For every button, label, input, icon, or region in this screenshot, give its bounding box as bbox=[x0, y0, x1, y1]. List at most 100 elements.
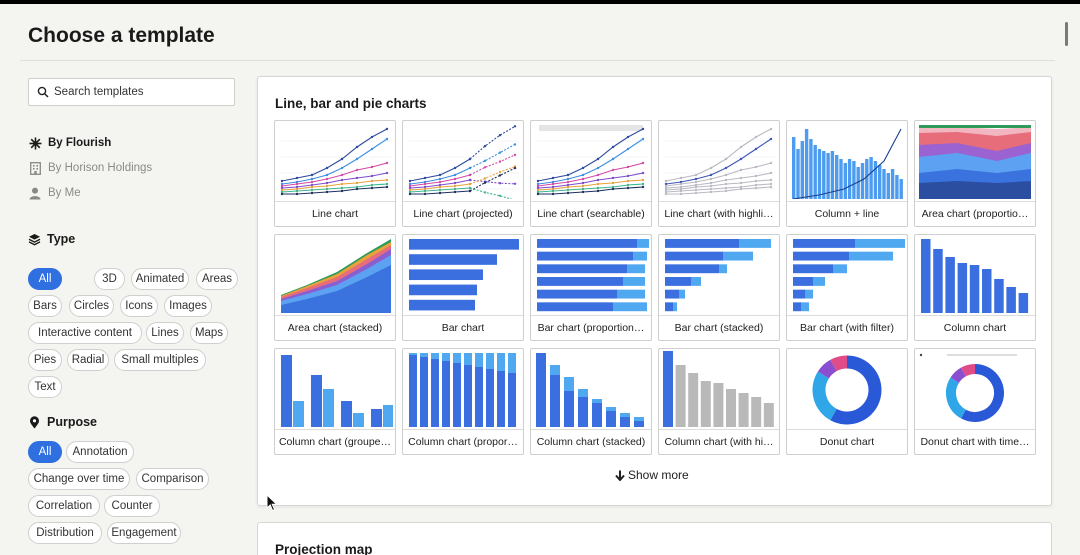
template-thumbnail bbox=[793, 239, 905, 312]
type-pill-animated[interactable]: Animated bbox=[131, 268, 189, 290]
template-card-label: Bar chart bbox=[403, 315, 523, 340]
template-card-label-text: Column chart (groupe… bbox=[278, 436, 392, 448]
search-placeholder: Search templates bbox=[54, 86, 144, 98]
template-card-line-searchable[interactable]: Line chart (searchable) bbox=[530, 120, 652, 227]
owner-label: By Flourish bbox=[48, 137, 112, 149]
template-thumbnail bbox=[536, 125, 647, 196]
type-pill-lines[interactable]: Lines bbox=[146, 322, 184, 344]
purpose-pill-distribution[interactable]: Distribution bbox=[28, 522, 102, 544]
section-title: Line, bar and pie charts bbox=[275, 96, 427, 111]
type-pill-areas[interactable]: Areas bbox=[196, 268, 238, 290]
template-card-label-text: Column chart (with hi… bbox=[664, 436, 774, 448]
owner-filter-flourish[interactable]: By Flourish bbox=[28, 136, 111, 150]
template-card-label-text: Column chart (propor… bbox=[408, 436, 518, 448]
template-card-label-text: Column + line bbox=[814, 208, 880, 220]
show-more-label: Show more bbox=[628, 468, 689, 482]
template-card-label-text: Donut chart bbox=[819, 436, 875, 448]
owner-filter-horison[interactable]: By Horison Holdings bbox=[28, 161, 152, 175]
type-pill-maps[interactable]: Maps bbox=[190, 322, 228, 344]
purpose-filter-heading: Purpose bbox=[28, 415, 97, 429]
template-card-column-highlight[interactable]: Column chart (with hi… bbox=[658, 348, 780, 455]
type-pill-pies[interactable]: Pies bbox=[28, 349, 62, 371]
template-card-label-text: Bar chart bbox=[441, 322, 485, 334]
template-thumbnail bbox=[409, 353, 516, 427]
purpose-pill-annotation[interactable]: Annotation bbox=[66, 441, 134, 463]
type-pill-interactive-content[interactable]: Interactive content bbox=[28, 322, 142, 344]
template-card-column-grouped[interactable]: Column chart (groupe… bbox=[274, 348, 396, 455]
location-pin-icon bbox=[30, 415, 39, 428]
template-card-label: Column + line bbox=[787, 201, 907, 226]
type-pill-circles[interactable]: Circles bbox=[69, 295, 114, 317]
purpose-pill-engagement[interactable]: Engagement bbox=[107, 522, 181, 544]
type-heading-label: Type bbox=[47, 232, 76, 246]
user-icon bbox=[28, 186, 42, 200]
template-card-column-stacked[interactable]: Column chart (stacked) bbox=[530, 348, 652, 455]
type-pill-bars[interactable]: Bars bbox=[28, 295, 62, 317]
template-card-label: Line chart (with highli… bbox=[659, 201, 779, 226]
template-card-bar-filter[interactable]: Bar chart (with filter) bbox=[786, 234, 908, 341]
template-thumbnail bbox=[921, 239, 1029, 313]
owner-label: By Horison Holdings bbox=[48, 162, 153, 174]
window-top-edge bbox=[0, 0, 1080, 4]
template-card-label-text: Column chart bbox=[943, 322, 1007, 334]
template-card-label-text: Area chart (proportio… bbox=[921, 208, 1029, 220]
mouse-cursor-icon bbox=[266, 494, 278, 512]
section-title: Projection map bbox=[275, 542, 373, 555]
template-card-label-text: Bar chart (proportion… bbox=[537, 322, 645, 334]
purpose-pill-counter[interactable]: Counter bbox=[104, 495, 160, 517]
search-input[interactable]: Search templates bbox=[28, 78, 235, 106]
template-thumbnail bbox=[280, 127, 391, 196]
template-card-donut[interactable]: Donut chart bbox=[786, 348, 908, 455]
template-card-label-text: Donut chart with time… bbox=[920, 436, 1030, 448]
template-thumbnail bbox=[409, 239, 519, 311]
template-card-line[interactable]: Line chart bbox=[274, 120, 396, 227]
template-card-line-highlight[interactable]: Line chart (with highli… bbox=[658, 120, 780, 227]
template-thumbnail bbox=[537, 239, 649, 312]
template-card-label: Column chart (groupe… bbox=[275, 429, 395, 454]
template-card-label: Column chart bbox=[915, 315, 1035, 340]
purpose-pill-correlation[interactable]: Correlation bbox=[28, 495, 100, 517]
projection-map-section-panel: Projection map bbox=[257, 522, 1052, 555]
type-pill-all[interactable]: All bbox=[28, 268, 62, 290]
template-card-label-text: Line chart bbox=[311, 208, 359, 220]
purpose-pill-change-over-time[interactable]: Change over time bbox=[28, 468, 130, 490]
template-card-bar-stacked[interactable]: Bar chart (stacked) bbox=[658, 234, 780, 341]
template-card-label: Line chart (searchable) bbox=[531, 201, 651, 226]
template-thumbnail bbox=[664, 127, 775, 196]
type-pill-radial[interactable]: Radial bbox=[67, 349, 109, 371]
template-card-column-line[interactable]: Column + line bbox=[786, 120, 908, 227]
template-thumbnail bbox=[408, 125, 519, 199]
purpose-pill-all[interactable]: All bbox=[28, 441, 62, 463]
type-pill-icons[interactable]: Icons bbox=[120, 295, 158, 317]
template-card-label: Donut chart bbox=[787, 429, 907, 454]
owner-label: By Me bbox=[48, 187, 81, 199]
template-card-label: Line chart (projected) bbox=[403, 201, 523, 226]
building-icon bbox=[28, 161, 42, 175]
template-card-label-text: Bar chart (stacked) bbox=[674, 322, 764, 334]
template-card-label: Bar chart (with filter) bbox=[787, 315, 907, 340]
template-card-bar[interactable]: Bar chart bbox=[402, 234, 524, 341]
type-pill-small-multiples[interactable]: Small multiples bbox=[114, 349, 206, 371]
show-more-button[interactable]: Show more bbox=[615, 468, 689, 482]
template-thumbnail bbox=[812, 355, 882, 425]
purpose-pill-comparison[interactable]: Comparison bbox=[136, 468, 209, 490]
type-filter-heading: Type bbox=[28, 232, 75, 246]
scrollbar-thumb[interactable] bbox=[1065, 22, 1068, 46]
type-pill-text[interactable]: Text bbox=[28, 376, 62, 398]
type-pill-3d[interactable]: 3D bbox=[94, 268, 125, 290]
template-card-donut-timeline[interactable]: Donut chart with time… bbox=[914, 348, 1036, 455]
type-pill-images[interactable]: Images bbox=[164, 295, 212, 317]
template-card-column-proportional[interactable]: Column chart (propor… bbox=[402, 348, 524, 455]
template-card-label: Bar chart (proportion… bbox=[531, 315, 651, 340]
purpose-heading-label: Purpose bbox=[47, 415, 98, 429]
template-card-line-projected[interactable]: Line chart (projected) bbox=[402, 120, 524, 227]
template-card-area-stacked[interactable]: Area chart (stacked) bbox=[274, 234, 396, 341]
template-card-area-proportional[interactable]: Area chart (proportio… bbox=[914, 120, 1036, 227]
template-card-bar-proportional[interactable]: Bar chart (proportion… bbox=[530, 234, 652, 341]
template-section-panel: Line, bar and pie charts Line chart Line … bbox=[257, 76, 1052, 506]
template-thumbnail bbox=[281, 355, 393, 427]
template-card-column[interactable]: Column chart bbox=[914, 234, 1036, 341]
template-thumbnail bbox=[919, 125, 1031, 199]
owner-filter-me[interactable]: By Me bbox=[28, 186, 81, 200]
template-thumbnail bbox=[919, 353, 1017, 422]
